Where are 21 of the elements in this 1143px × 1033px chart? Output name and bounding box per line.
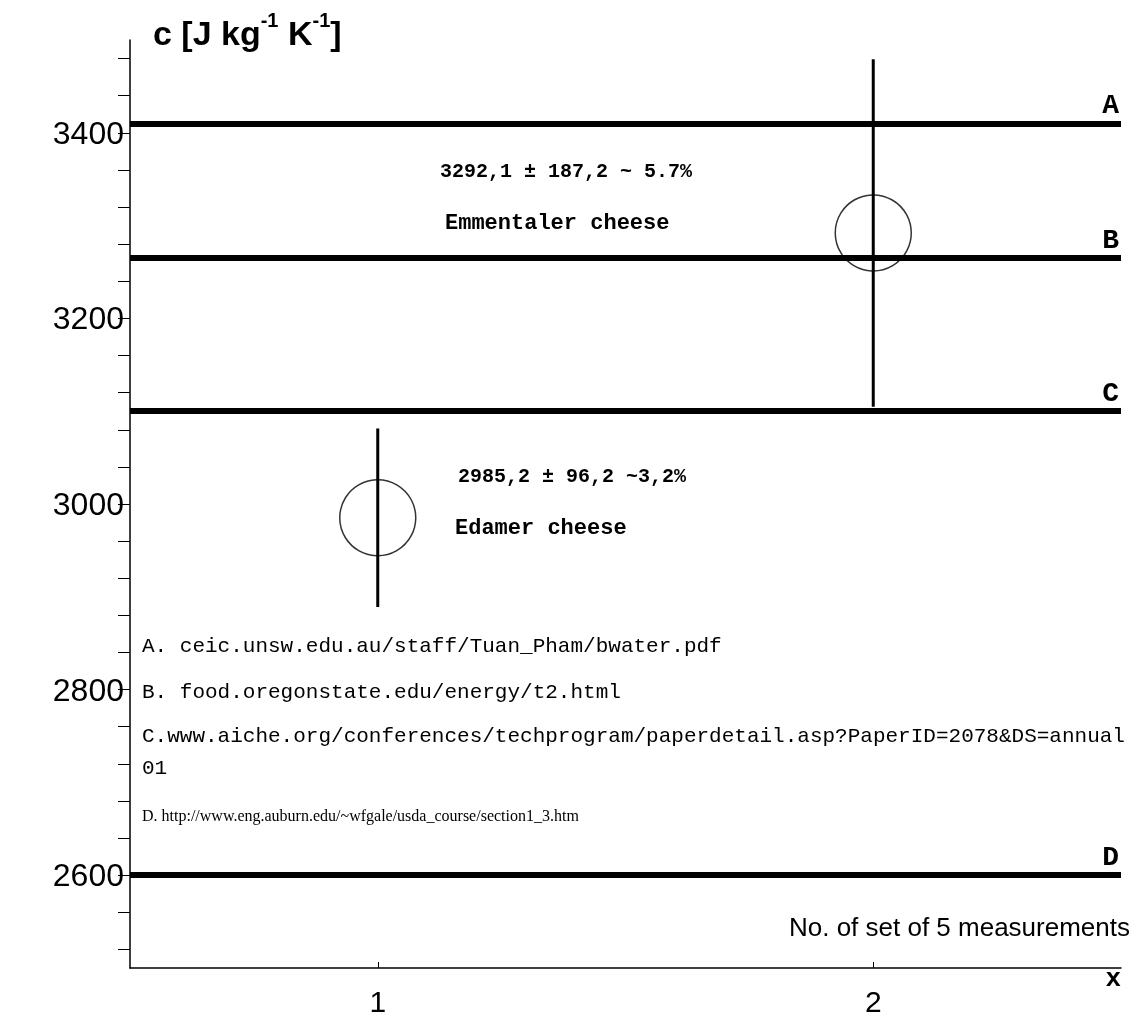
ref-line-label: D [1102,841,1119,873]
y-tick-label: 2800 [52,671,124,708]
annotation: Edamer cheese [455,515,627,541]
x-tick-label: 2 [864,984,882,1018]
annotation: A. ceic.unsw.edu.au/staff/Tuan_Pham/bwater.pdf [142,634,722,658]
annotation: 2985,2 ± 96,2 ~3,2% [458,464,688,488]
y-tick-label: 3200 [52,300,124,337]
x-tick-label: 1 [369,984,387,1018]
ref-line-label: B [1102,224,1120,256]
annotation: D. http://www.eng.auburn.edu/~wfgale/usda_course/section1_3.htm [142,806,580,825]
y-tick-label: 3000 [52,486,124,522]
x-axis-title: x [1105,964,1122,994]
y-tick-label: 2600 [52,857,124,894]
annotation: Emmentaler cheese [445,210,670,236]
annotation: B. food.oregonstate.edu/energy/t2.html [142,680,621,704]
annotation: 3292,1 ± 187,2 ~ 5.7% [440,159,694,183]
ref-line-label: A [1102,90,1120,122]
y-tick-label: 3400 [52,114,124,151]
annotation: No. of set of 5 measurements [788,912,1130,942]
ref-line-label: C [1102,377,1120,409]
annotation: C.www.aiche.org/conferences/techprogram/paperdetail.asp?PaperID=2078&DS=annual01 [142,724,1125,780]
